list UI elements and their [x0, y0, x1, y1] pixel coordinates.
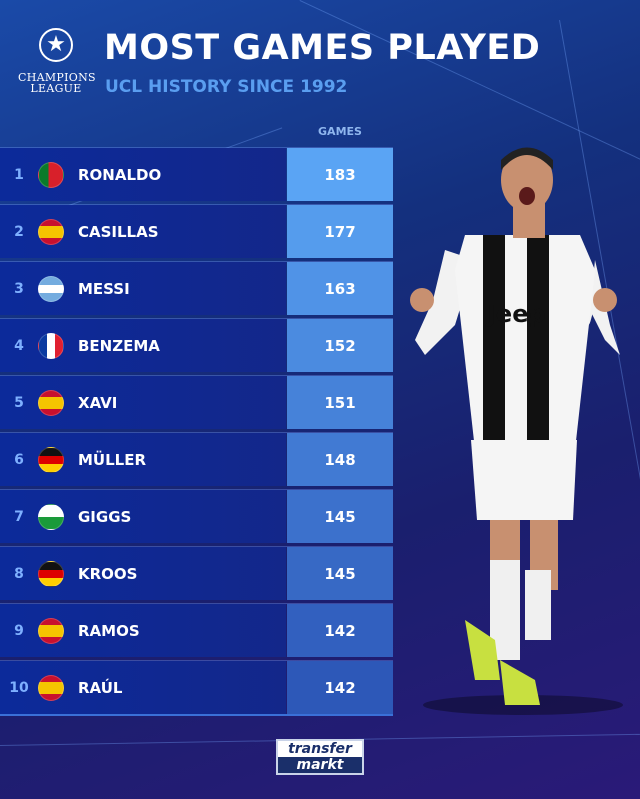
- player-photo: Jeep: [410, 147, 623, 715]
- table-row: 5 XAVI 151: [0, 375, 393, 429]
- table-row: 8 KROOS 145: [0, 546, 393, 600]
- rank: 8: [14, 565, 24, 582]
- rank: 10: [9, 679, 29, 696]
- table-row: 1 RONALDO 183: [0, 147, 393, 201]
- player-cell: 4 BENZEMA: [0, 319, 286, 372]
- games-value: 145: [287, 547, 393, 600]
- flag-spain-icon: [38, 617, 64, 644]
- starball-icon: [39, 28, 73, 62]
- rank: 9: [14, 622, 24, 639]
- player-cell: 2 CASILLAS: [0, 205, 286, 258]
- games-value: 152: [287, 319, 393, 372]
- player-name: CASILLAS: [78, 222, 159, 241]
- column-header-games: GAMES: [318, 125, 362, 138]
- flag-wales-icon: [38, 503, 64, 530]
- player-name: RAÚL: [78, 678, 123, 697]
- player-name: KROOS: [78, 564, 138, 583]
- games-value: 151: [287, 376, 393, 429]
- player-cell: 10 RAÚL: [0, 661, 286, 714]
- player-name: RONALDO: [78, 165, 162, 184]
- games-value: 142: [287, 604, 393, 657]
- games-value: 183: [287, 148, 393, 201]
- flag-germany-icon: [38, 560, 64, 587]
- rank: 3: [14, 280, 24, 297]
- rank: 4: [14, 337, 24, 354]
- logo-text: LEAGUE: [30, 82, 82, 95]
- player-cell: 5 XAVI: [0, 376, 286, 429]
- player-name: BENZEMA: [78, 336, 160, 355]
- page-title: MOST GAMES PLAYED: [104, 28, 541, 68]
- table-row: 10 RAÚL 142: [0, 660, 393, 714]
- ranking-table: 1 RONALDO 183 2 CASILLAS 177 3 MESSI 163…: [0, 147, 393, 717]
- player-cell: 6 MÜLLER: [0, 433, 286, 486]
- table-row: 3 MESSI 163: [0, 261, 393, 315]
- games-value: 142: [287, 661, 393, 714]
- player-name: XAVI: [78, 393, 118, 412]
- games-value: 148: [287, 433, 393, 486]
- games-value: 145: [287, 490, 393, 543]
- divider: [0, 714, 393, 716]
- table-row: 2 CASILLAS 177: [0, 204, 393, 258]
- player-name: MÜLLER: [78, 450, 147, 469]
- player-cell: 8 KROOS: [0, 547, 286, 600]
- player-name: GIGGS: [78, 507, 132, 526]
- flag-spain-icon: [38, 218, 64, 245]
- table-row: 7 GIGGS 145: [0, 489, 393, 543]
- games-value: 177: [287, 205, 393, 258]
- flag-france-icon: [38, 332, 64, 359]
- svg-text:Jeep: Jeep: [485, 300, 546, 328]
- logo-text: CHAMPIONS: [18, 71, 96, 84]
- rank: 6: [14, 451, 24, 468]
- games-value: 163: [287, 262, 393, 315]
- page-subtitle: UCL HISTORY SINCE 1992: [105, 77, 348, 97]
- rank: 2: [14, 223, 24, 240]
- player-cell: 3 MESSI: [0, 262, 286, 315]
- player-name: MESSI: [78, 279, 130, 298]
- flag-portugal-icon: [38, 161, 64, 188]
- flag-germany-icon: [38, 446, 64, 473]
- table-row: 9 RAMOS 142: [0, 603, 393, 657]
- rank: 1: [14, 166, 24, 183]
- brand-text: transfer: [288, 741, 352, 757]
- player-name: RAMOS: [78, 621, 140, 640]
- flag-spain-icon: [38, 389, 64, 416]
- rank: 5: [14, 394, 24, 411]
- flag-argentina-icon: [38, 275, 64, 302]
- table-row: 6 MÜLLER 148: [0, 432, 393, 486]
- rank: 7: [14, 508, 24, 525]
- brand-text: markt: [278, 757, 362, 773]
- transfermarkt-logo: transfer markt: [276, 739, 364, 775]
- player-cell: 7 GIGGS: [0, 490, 286, 543]
- flag-spain-icon: [38, 674, 64, 701]
- player-cell: 1 RONALDO: [0, 148, 286, 201]
- player-cell: 9 RAMOS: [0, 604, 286, 657]
- table-row: 4 BENZEMA 152: [0, 318, 393, 372]
